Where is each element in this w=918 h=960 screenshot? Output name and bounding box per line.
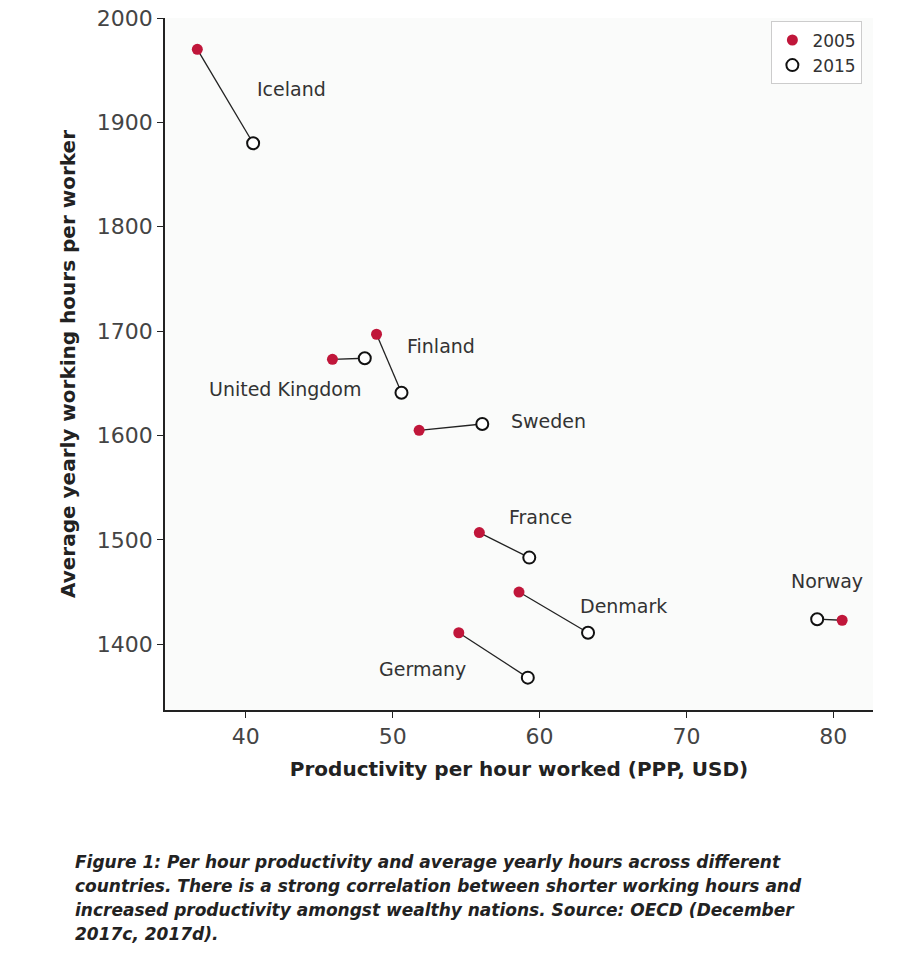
svg-text:1700: 1700 <box>97 319 153 344</box>
svg-text:Productivity per hour worked (: Productivity per hour worked (PPP, USD) <box>290 757 748 781</box>
svg-text:2005: 2005 <box>812 31 855 51</box>
svg-text:1500: 1500 <box>97 528 153 553</box>
svg-text:Iceland: Iceland <box>257 78 326 100</box>
svg-text:70: 70 <box>672 724 700 749</box>
svg-text:France: France <box>509 506 572 528</box>
svg-text:1900: 1900 <box>97 110 153 135</box>
svg-text:1600: 1600 <box>97 423 153 448</box>
svg-text:2015: 2015 <box>812 56 855 76</box>
svg-text:40: 40 <box>232 724 260 749</box>
svg-text:1400: 1400 <box>97 632 153 657</box>
svg-text:Norway: Norway <box>791 570 863 592</box>
svg-text:60: 60 <box>526 724 554 749</box>
svg-text:Sweden: Sweden <box>511 410 586 432</box>
svg-text:80: 80 <box>819 724 847 749</box>
svg-text:Germany: Germany <box>379 658 466 680</box>
svg-text:Average yearly working hours p: Average yearly working hours per worker <box>56 130 80 598</box>
svg-text:Denmark: Denmark <box>580 595 667 617</box>
svg-text:Finland: Finland <box>407 335 475 357</box>
svg-text:1800: 1800 <box>97 214 153 239</box>
html-text:Figure 1: Per hour productivit: Figure 1: Per hour productivity and aver… <box>75 852 802 944</box>
svg-text:United Kingdom: United Kingdom <box>209 378 362 400</box>
svg-text:50: 50 <box>379 724 407 749</box>
svg-text:2000: 2000 <box>97 6 153 31</box>
